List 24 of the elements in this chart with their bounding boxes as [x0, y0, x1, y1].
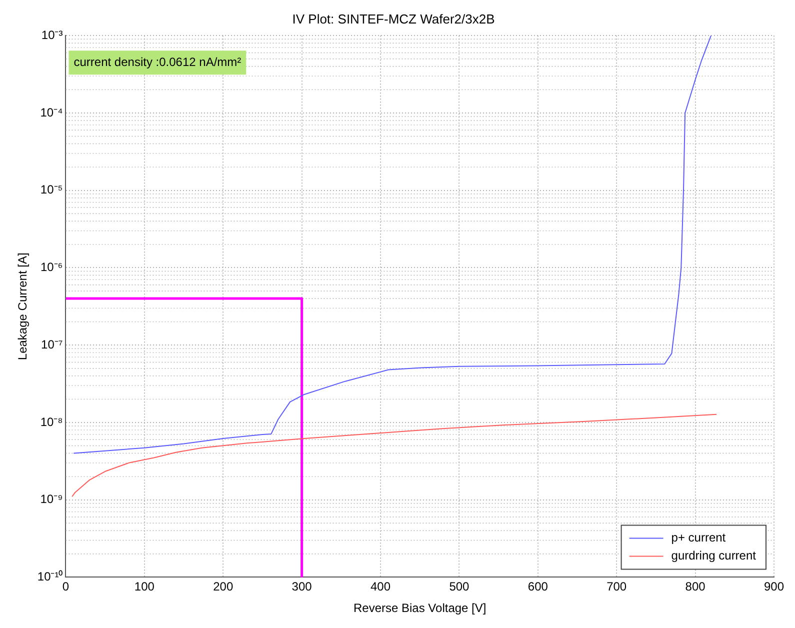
x-tick-label: 500	[449, 580, 470, 594]
y-tick-label: 10⁻⁶	[40, 260, 63, 274]
y-tick-label: 10⁻³	[41, 28, 63, 42]
x-axis-title: Reverse Bias Voltage [V]	[353, 601, 486, 616]
x-tick-label: 0	[62, 580, 70, 594]
x-tick-label: 900	[764, 580, 784, 594]
legend-label: gurdring current	[671, 548, 757, 563]
annotation: current density :0.0612 nA/mm²	[74, 54, 242, 69]
y-tick-label: 10⁻¹⁰	[37, 570, 63, 584]
y-axis-title: Leakage Current [A]	[16, 252, 30, 360]
x-tick-label: 200	[213, 580, 234, 594]
x-tick-label: 600	[528, 580, 548, 594]
x-tick-label: 800	[685, 580, 706, 594]
x-tick-label: 700	[606, 580, 627, 594]
chart-title: IV Plot: SINTEF-MCZ Wafer2/3x2B	[292, 11, 495, 26]
x-tick-label: 100	[134, 580, 155, 594]
y-tick-label: 10⁻⁴	[40, 105, 63, 120]
y-tick-label: 10⁻⁵	[40, 182, 63, 197]
x-tick-label: 300	[292, 580, 312, 594]
y-tick-label: 10⁻⁸	[40, 414, 63, 429]
y-tick-label: 10⁻⁷	[41, 337, 63, 352]
legend-label: p+ current	[671, 530, 726, 545]
y-tick-label: 10⁻⁹	[40, 492, 63, 506]
x-tick-label: 400	[370, 580, 391, 594]
